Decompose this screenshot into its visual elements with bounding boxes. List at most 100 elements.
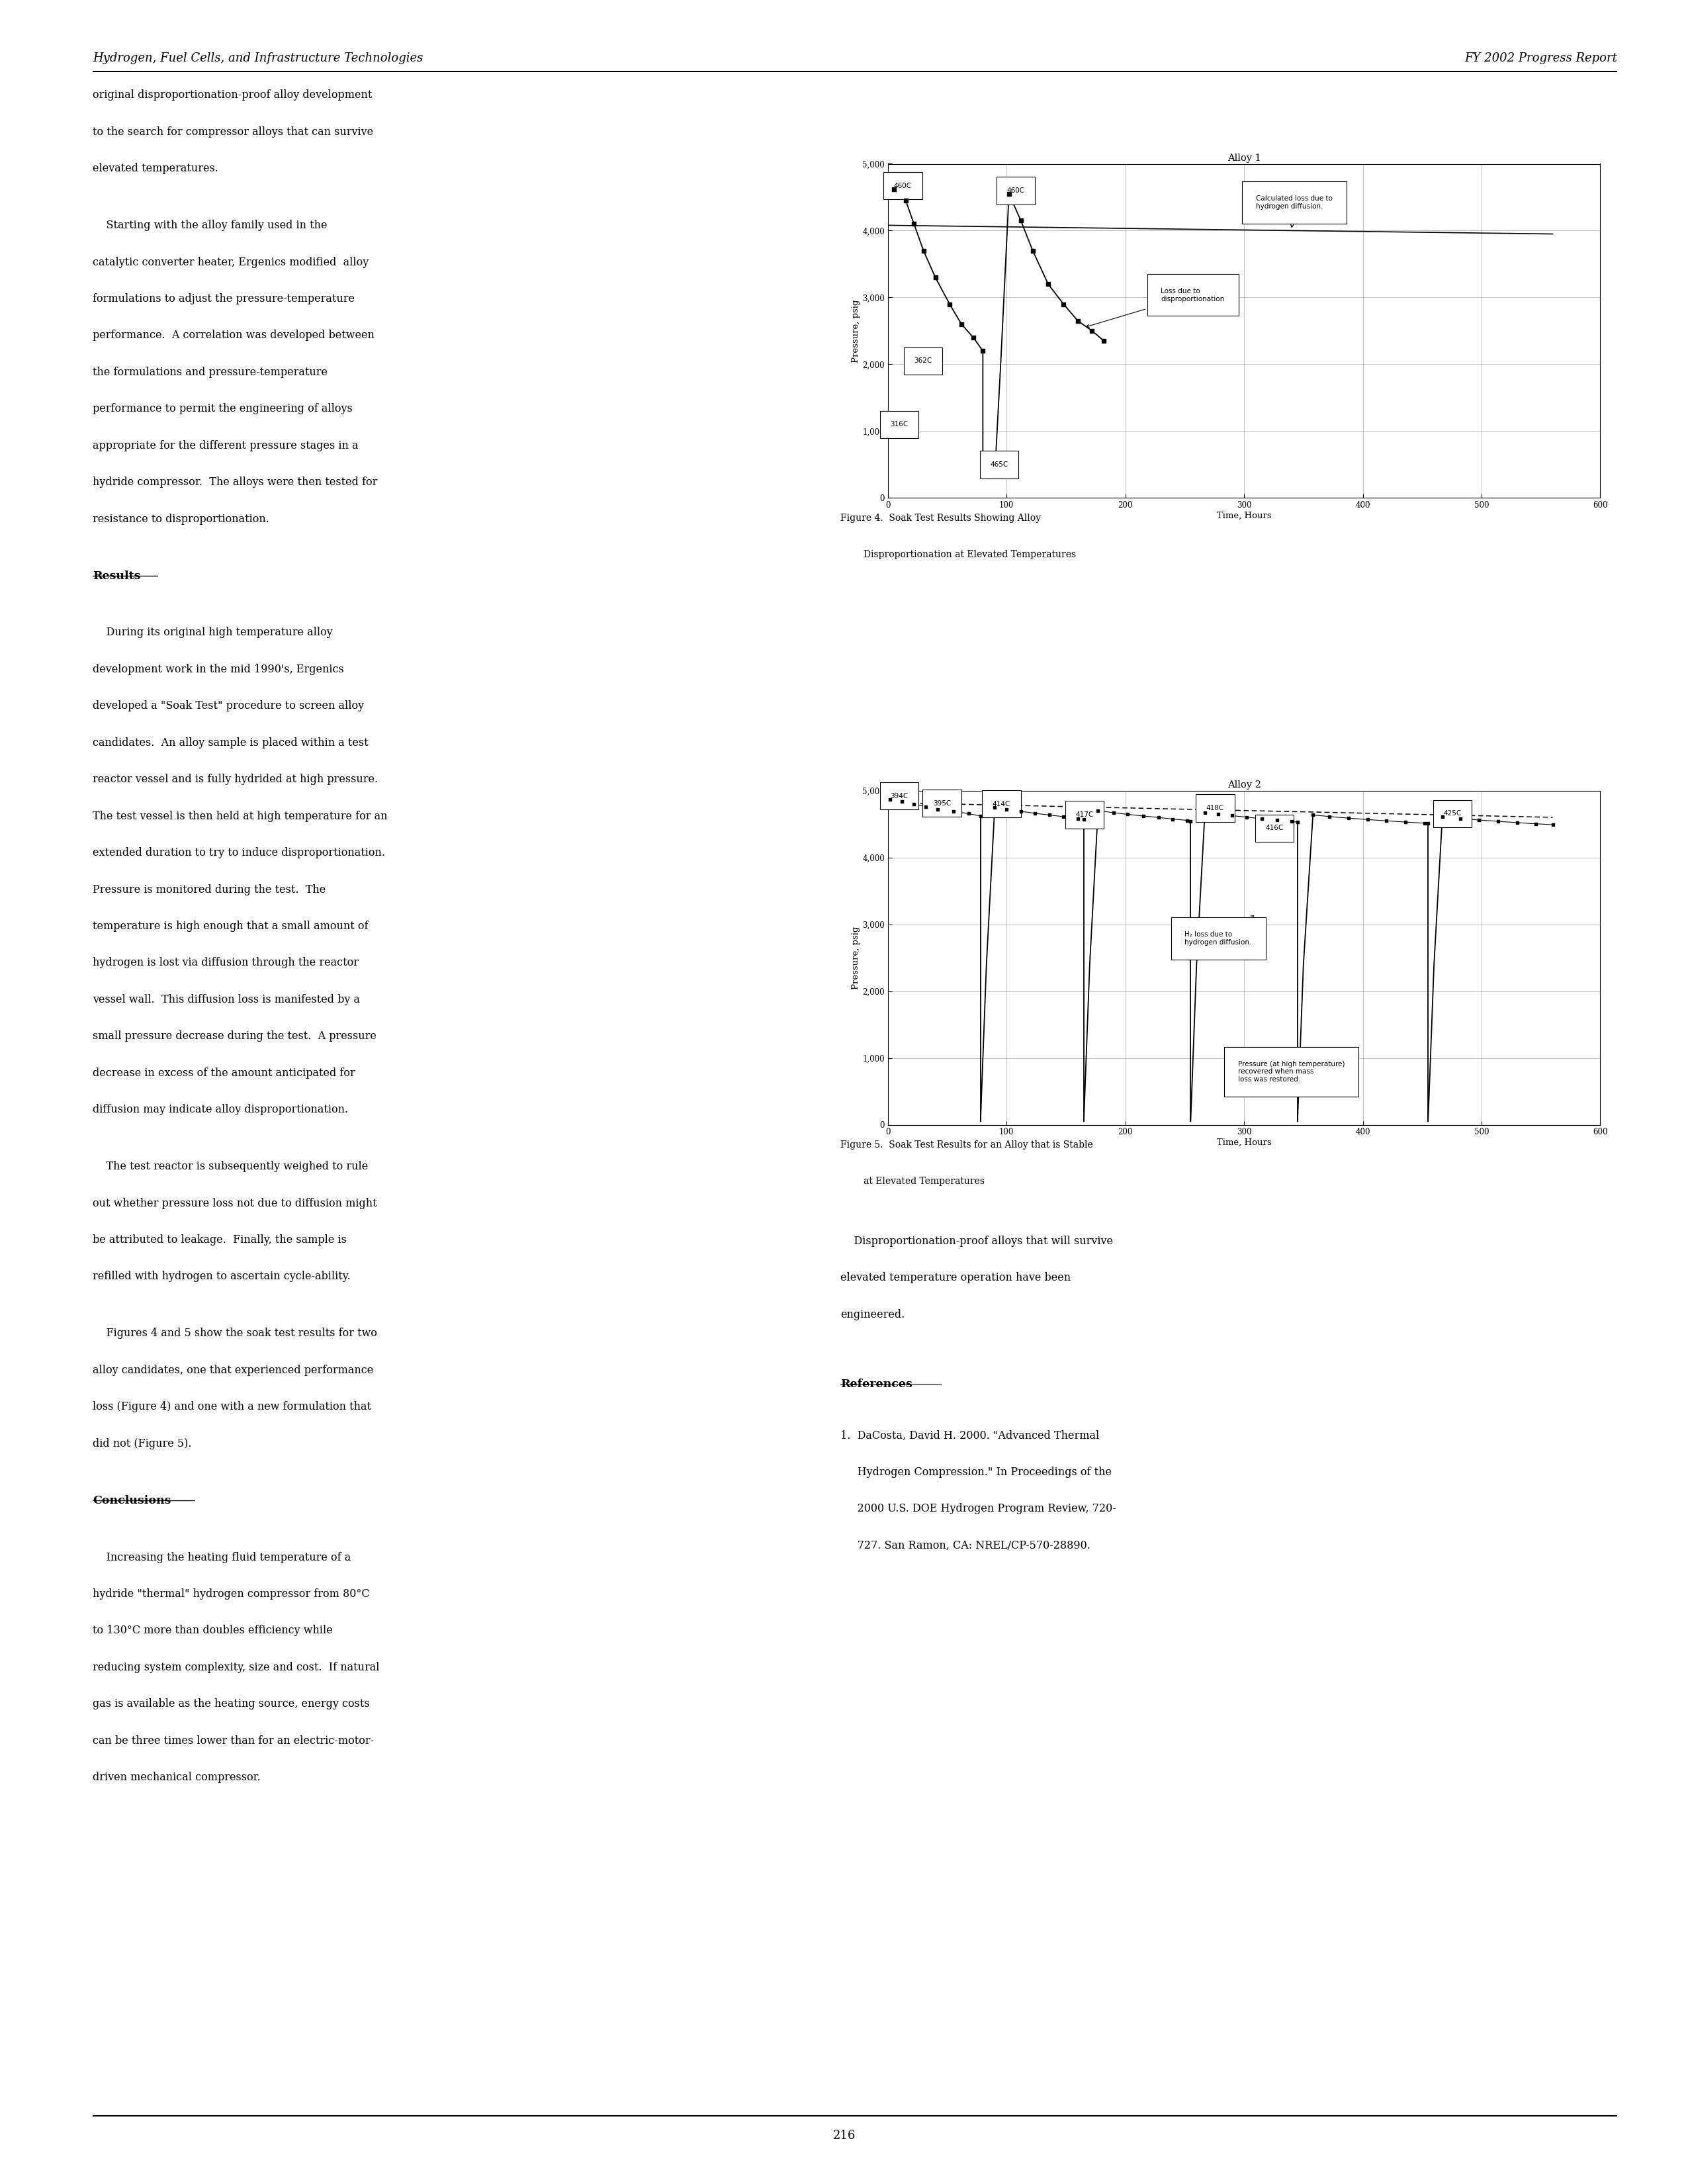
Point bbox=[1177, 804, 1204, 839]
Point bbox=[900, 786, 927, 821]
Text: performance.  A correlation was developed between: performance. A correlation was developed… bbox=[93, 330, 375, 341]
Text: Pressure is monitored during the test.  The: Pressure is monitored during the test. T… bbox=[93, 885, 326, 895]
Text: Disproportionation at Elevated Temperatures: Disproportionation at Elevated Temperatu… bbox=[841, 550, 1077, 559]
Text: hydride compressor.  The alloys were then tested for: hydride compressor. The alloys were then… bbox=[93, 476, 378, 487]
Text: out whether pressure loss not due to diffusion might: out whether pressure loss not due to dif… bbox=[93, 1197, 376, 1210]
Point bbox=[1465, 802, 1492, 836]
Text: Loss due to
disproportionation: Loss due to disproportionation bbox=[1087, 288, 1224, 328]
Text: refilled with hydrogen to ascertain cycle-ability.: refilled with hydrogen to ascertain cycl… bbox=[93, 1271, 351, 1282]
Y-axis label: Pressure, psig: Pressure, psig bbox=[852, 299, 861, 363]
Text: 416C: 416C bbox=[1266, 826, 1283, 832]
Text: alloy candidates, one that experienced performance: alloy candidates, one that experienced p… bbox=[93, 1365, 373, 1376]
Text: at Elevated Temperatures: at Elevated Temperatures bbox=[841, 1177, 984, 1186]
Point bbox=[910, 234, 937, 269]
Text: formulations to adjust the pressure-temperature: formulations to adjust the pressure-temp… bbox=[93, 293, 354, 304]
Point bbox=[1050, 799, 1077, 834]
Point bbox=[1249, 802, 1276, 836]
Point bbox=[981, 791, 1008, 826]
Point bbox=[1008, 203, 1035, 238]
Text: Figures 4 and 5 show the soak test results for two: Figures 4 and 5 show the soak test resul… bbox=[93, 1328, 378, 1339]
Point bbox=[1160, 802, 1187, 836]
Text: Figure 5.  Soak Test Results for an Alloy that is Stable: Figure 5. Soak Test Results for an Alloy… bbox=[841, 1140, 1094, 1149]
Text: gas is available as the heating source, energy costs: gas is available as the heating source, … bbox=[93, 1699, 370, 1710]
Text: hydrogen is lost via diffusion through the reactor: hydrogen is lost via diffusion through t… bbox=[93, 957, 360, 968]
Point bbox=[996, 177, 1023, 212]
Point bbox=[1008, 793, 1035, 828]
Text: diffusion may indicate alloy disproportionation.: diffusion may indicate alloy disproporti… bbox=[93, 1105, 348, 1116]
Point bbox=[1036, 797, 1063, 832]
Point bbox=[1219, 797, 1246, 832]
Text: resistance to disproportionation.: resistance to disproportionation. bbox=[93, 513, 270, 524]
X-axis label: Time, Hours: Time, Hours bbox=[1217, 1138, 1271, 1147]
Point bbox=[1144, 799, 1171, 834]
Point bbox=[1278, 804, 1305, 839]
Point bbox=[1173, 804, 1200, 839]
Text: the formulations and pressure-temperature: the formulations and pressure-temperatur… bbox=[93, 367, 327, 378]
Point bbox=[1428, 799, 1455, 834]
Point bbox=[888, 784, 915, 819]
Point bbox=[1504, 806, 1531, 841]
Point bbox=[1192, 795, 1219, 830]
Text: FY 2002 Progress Report: FY 2002 Progress Report bbox=[1463, 52, 1617, 63]
Text: Pressure (at high temperature)
recovered when mass
loss was restored.: Pressure (at high temperature) recovered… bbox=[1237, 1053, 1345, 1083]
Text: to 130°C more than doubles efficiency while: to 130°C more than doubles efficiency wh… bbox=[93, 1625, 333, 1636]
Text: Increasing the heating fluid temperature of a: Increasing the heating fluid temperature… bbox=[93, 1551, 351, 1564]
Point bbox=[1393, 804, 1420, 839]
Text: vessel wall.  This diffusion loss is manifested by a: vessel wall. This diffusion loss is mani… bbox=[93, 994, 360, 1005]
Text: driven mechanical compressor.: driven mechanical compressor. bbox=[93, 1771, 260, 1782]
Point bbox=[1101, 795, 1128, 830]
Point bbox=[1447, 802, 1474, 836]
Text: small pressure decrease during the test.  A pressure: small pressure decrease during the test.… bbox=[93, 1031, 376, 1042]
Point bbox=[1070, 802, 1097, 836]
Text: reducing system complexity, size and cost.  If natural: reducing system complexity, size and cos… bbox=[93, 1662, 380, 1673]
Text: 2000 U.S. DOE Hydrogen Program Review, 720-: 2000 U.S. DOE Hydrogen Program Review, 7… bbox=[841, 1503, 1116, 1514]
Text: 1.  DaCosta, David H. 2000. "Advanced Thermal: 1. DaCosta, David H. 2000. "Advanced The… bbox=[841, 1431, 1099, 1441]
Text: 216: 216 bbox=[832, 2129, 856, 2143]
Text: developed a "Soak Test" procedure to screen alloy: developed a "Soak Test" procedure to scr… bbox=[93, 701, 365, 712]
Text: Starting with the alloy family used in the: Starting with the alloy family used in t… bbox=[93, 221, 327, 232]
Point bbox=[955, 797, 982, 832]
Point bbox=[1079, 312, 1106, 347]
Text: The test reactor is subsequently weighed to rule: The test reactor is subsequently weighed… bbox=[93, 1162, 368, 1173]
X-axis label: Time, Hours: Time, Hours bbox=[1217, 511, 1271, 520]
Point bbox=[949, 306, 976, 341]
Point bbox=[1035, 266, 1062, 301]
Point bbox=[1285, 804, 1312, 839]
Point bbox=[876, 782, 903, 817]
Point bbox=[1020, 234, 1047, 269]
Text: did not (Figure 5).: did not (Figure 5). bbox=[93, 1437, 192, 1450]
Point bbox=[1114, 797, 1141, 832]
Point bbox=[1485, 804, 1512, 839]
Point bbox=[960, 321, 987, 356]
Text: 418C: 418C bbox=[1205, 804, 1224, 810]
Text: extended duration to try to induce disproportionation.: extended duration to try to induce dispr… bbox=[93, 847, 385, 858]
Point bbox=[913, 788, 940, 823]
Text: reactor vessel and is fully hydrided at high pressure.: reactor vessel and is fully hydrided at … bbox=[93, 773, 378, 784]
Text: 414C: 414C bbox=[993, 802, 1011, 808]
Text: appropriate for the different pressure stages in a: appropriate for the different pressure s… bbox=[93, 439, 358, 452]
Point bbox=[967, 799, 994, 834]
Point bbox=[1129, 799, 1156, 834]
Point bbox=[937, 286, 964, 321]
Text: Results: Results bbox=[93, 570, 140, 581]
Text: temperature is high enough that a small amount of: temperature is high enough that a small … bbox=[93, 922, 368, 933]
Text: References: References bbox=[841, 1378, 913, 1389]
Point bbox=[1372, 804, 1399, 839]
Text: catalytic converter heater, Ergenics modified  alloy: catalytic converter heater, Ergenics mod… bbox=[93, 256, 370, 269]
Point bbox=[1415, 806, 1442, 841]
Point bbox=[881, 173, 908, 207]
Text: 460C: 460C bbox=[1006, 188, 1025, 194]
Title: Alloy 2: Alloy 2 bbox=[1227, 780, 1261, 791]
Point bbox=[1021, 795, 1048, 830]
Text: original disproportionation-proof alloy development: original disproportionation-proof alloy … bbox=[93, 90, 373, 100]
Point bbox=[969, 334, 996, 369]
Point bbox=[1411, 806, 1438, 841]
Point bbox=[1335, 802, 1362, 836]
Text: Disproportionation-proof alloys that will survive: Disproportionation-proof alloys that wil… bbox=[841, 1236, 1114, 1247]
Text: 425C: 425C bbox=[1443, 810, 1462, 817]
Text: candidates.  An alloy sample is placed within a test: candidates. An alloy sample is placed wi… bbox=[93, 738, 368, 749]
Point bbox=[1539, 808, 1566, 843]
Point bbox=[1264, 804, 1291, 839]
Y-axis label: Pressure, psig: Pressure, psig bbox=[852, 926, 861, 989]
Text: 460C: 460C bbox=[895, 183, 912, 190]
